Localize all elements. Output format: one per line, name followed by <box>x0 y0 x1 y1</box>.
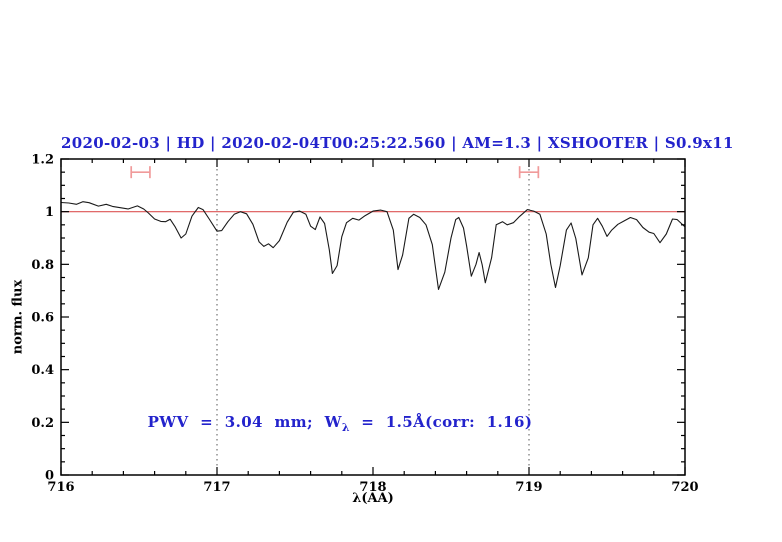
spectrum-line <box>60 201 686 290</box>
y-tick-label: 0 <box>45 469 54 484</box>
x-axis-label: λ(AA) <box>352 491 394 506</box>
pwv-annotation-prefix: PWV = 3.04 mm; W <box>147 413 342 432</box>
x-tick-label: 716 <box>47 480 74 495</box>
x-tick-label: 717 <box>203 480 230 495</box>
y-tick-label: 0.4 <box>31 363 54 378</box>
x-tick-label: 720 <box>671 480 698 495</box>
pwv-annotation-subscript: λ <box>341 421 350 435</box>
y-tick-label: 0.2 <box>31 416 54 431</box>
pwv-annotation: PWV = 3.04 mm; Wλ = 1.5Å(corr: 1.16) <box>148 413 533 434</box>
range-marker-2 <box>518 166 540 179</box>
y-tick-label: 0.6 <box>31 311 54 326</box>
pwv-annotation-suffix: = 1.5Å(corr: 1.16) <box>349 413 533 432</box>
y-tick-label: 1 <box>45 205 54 220</box>
y-axis-label: norm. flux <box>10 279 26 355</box>
y-tick-label: 1.2 <box>31 153 54 168</box>
range-marker-1 <box>130 166 151 179</box>
y-tick-label: 0.8 <box>31 258 54 273</box>
x-tick-label: 718 <box>359 480 386 495</box>
x-tick-label: 719 <box>515 480 542 495</box>
chart-title: 2020-02-03 | HD | 2020-02-04T00:25:22.56… <box>61 134 734 152</box>
